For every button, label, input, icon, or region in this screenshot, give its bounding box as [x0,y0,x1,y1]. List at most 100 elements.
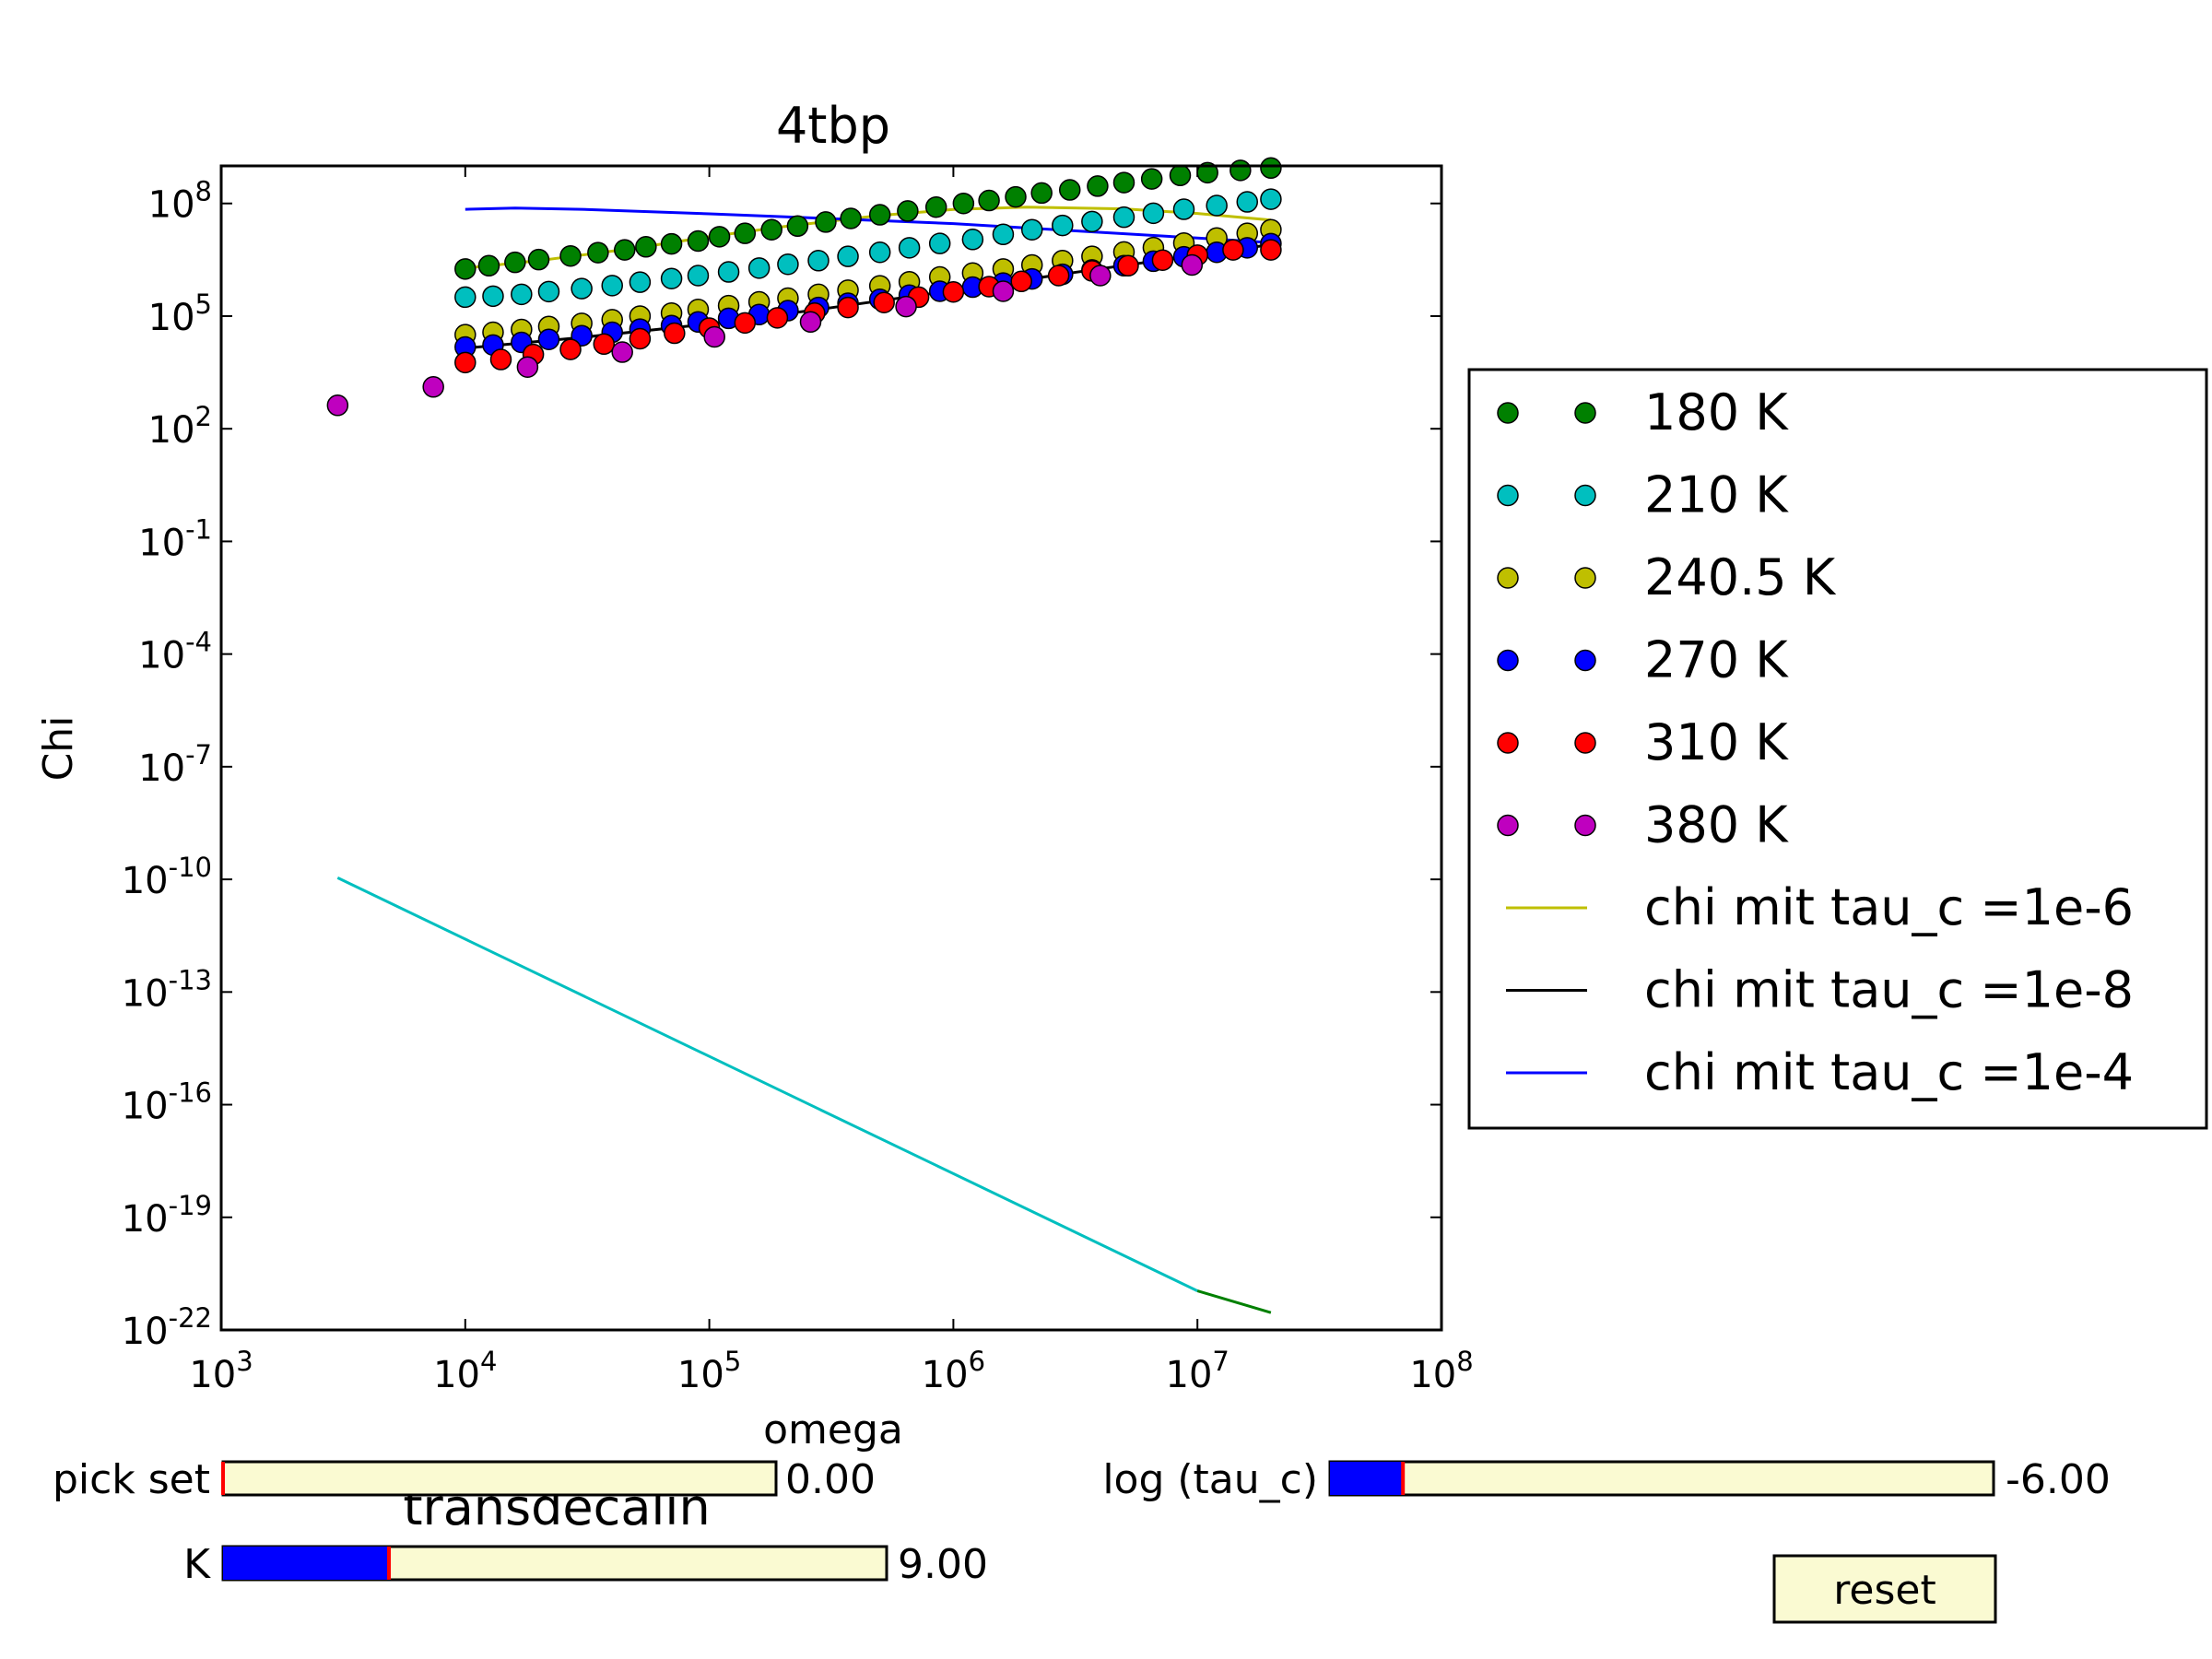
data-point-series-1 [1172,198,1195,220]
k-label: K [183,1541,211,1588]
data-point-series-5 [703,325,725,348]
y-tick-label-base: 10 [148,184,195,227]
data-point-series-0 [815,211,837,233]
x-tick-label: 104 [433,1346,497,1396]
y-tick-label-exp: -22 [169,1302,212,1334]
data-point-series-0 [734,222,757,244]
data-point-series-0 [527,248,550,271]
log-tau-c-slider[interactable]: log (tau_c) -6.00 [1102,1456,2111,1503]
y-tick-label-exp: -16 [169,1077,212,1109]
y-tick-label-exp: -7 [185,739,212,771]
data-point-series-4 [734,312,757,335]
data-point-series-0 [1058,179,1081,201]
data-point-series-4 [1260,239,1282,261]
data-point-series-0 [786,215,809,238]
log-tau-c-fill [1330,1462,1404,1495]
log-tau-c-handle[interactable] [1401,1462,1406,1495]
y-tick-label-base: 10 [138,747,185,790]
data-point-series-0 [454,258,477,280]
data-point-series-1 [1020,218,1043,241]
data-point-series-5 [1181,253,1204,276]
data-point-series-1 [1052,214,1074,237]
legend-marker [1574,732,1596,754]
data-point-series-5 [1089,265,1112,287]
legend-marker [1497,814,1519,837]
data-point-series-5 [992,280,1015,302]
data-point-series-0 [1112,171,1135,194]
data-point-series-0 [868,204,891,226]
data-point-series-0 [614,239,636,261]
data-point-series-0 [1260,157,1282,180]
k-handle[interactable] [387,1547,391,1580]
reset-button[interactable]: reset [1772,1554,1997,1624]
data-point-series-4 [837,296,859,319]
data-point-series-1 [571,277,593,300]
data-point-series-4 [1010,270,1032,293]
data-point-series-0 [1169,164,1192,187]
data-point-series-1 [454,286,477,309]
x-tick-label: 105 [677,1346,741,1396]
k-slider[interactable]: K 9.00 [183,1541,988,1588]
y-tick-label-base: 10 [148,409,195,452]
x-tick-label-exp: 4 [480,1346,497,1377]
y-tick-label-exp: 2 [195,401,212,432]
y-tick-label: 10-22 [122,1302,212,1353]
x-tick-label: 106 [922,1346,985,1396]
y-tick-label: 10-19 [122,1190,212,1241]
data-point-series-1 [837,245,859,267]
data-point-series-1 [992,223,1015,246]
reset-button-face[interactable] [1772,1554,1997,1624]
data-point-series-0 [477,254,500,277]
plot-area: 4tbp 10810510210-110-410-710-1010-1310-1… [35,97,1474,1453]
legend-marker [1574,567,1596,589]
data-point-series-1 [1206,194,1228,217]
y-tick-label-exp: -10 [169,852,212,883]
pick-set-handle[interactable] [221,1462,225,1495]
legend-label: 380 K [1644,796,1789,854]
fit-line-4 [1196,1289,1272,1314]
x-tick-label-exp: 5 [724,1346,741,1377]
y-tick-label-exp: -1 [185,513,212,545]
data-point-series-5 [516,356,539,378]
data-point-series-1 [807,250,830,272]
legend-label: chi mit tau_c =1e-4 [1644,1043,2134,1101]
y-tick-label-exp: 5 [195,288,212,320]
log-tau-c-track[interactable] [1328,1460,1995,1497]
k-fill [223,1547,389,1580]
pick-set-label: pick set [53,1456,210,1503]
x-tick-label-base: 10 [1409,1354,1456,1396]
legend-label: 180 K [1644,383,1789,441]
y-tick-label: 10-16 [122,1077,212,1128]
scatter-markers [326,157,1282,417]
legend-marker [1497,649,1519,672]
legend-marker [1497,402,1519,424]
y-tick-label-base: 10 [122,860,169,902]
legend-label: 210 K [1644,466,1789,524]
k-value: 9.00 [898,1541,988,1588]
data-point-series-5 [611,341,633,363]
data-point-series-0 [708,226,731,248]
y-axis-ticks: 10810510210-110-410-710-1010-1310-1610-1… [122,176,1441,1353]
data-point-series-1 [1112,206,1135,229]
y-tick-label-base: 10 [122,972,169,1015]
data-point-series-0 [952,192,975,215]
pick-set-slider[interactable]: pick set 0.00 [53,1456,876,1503]
data-point-series-1 [1081,210,1103,233]
data-point-series-4 [664,322,686,345]
legend-entries: 180 K 210 K 240.5 K 270 K 310 K 380 K chi mit … [1497,383,2134,1101]
y-tick-label-base: 10 [122,1086,169,1128]
data-point-series-1 [482,285,504,308]
y-tick-label-exp: -13 [169,964,212,995]
chart-title: 4tbp [776,97,890,155]
y-tick-label-base: 10 [148,297,195,339]
x-tick-label-base: 10 [1166,1354,1213,1396]
data-point-series-0 [1230,159,1252,182]
data-point-series-5 [799,311,822,334]
data-point-series-0 [1140,168,1163,190]
data-point-series-1 [537,280,560,303]
axes-frame [219,164,1443,1332]
y-tick-label: 10-10 [122,852,212,902]
data-point-series-5 [895,295,917,318]
legend-marker [1574,649,1596,672]
pick-set-track[interactable] [221,1460,778,1497]
